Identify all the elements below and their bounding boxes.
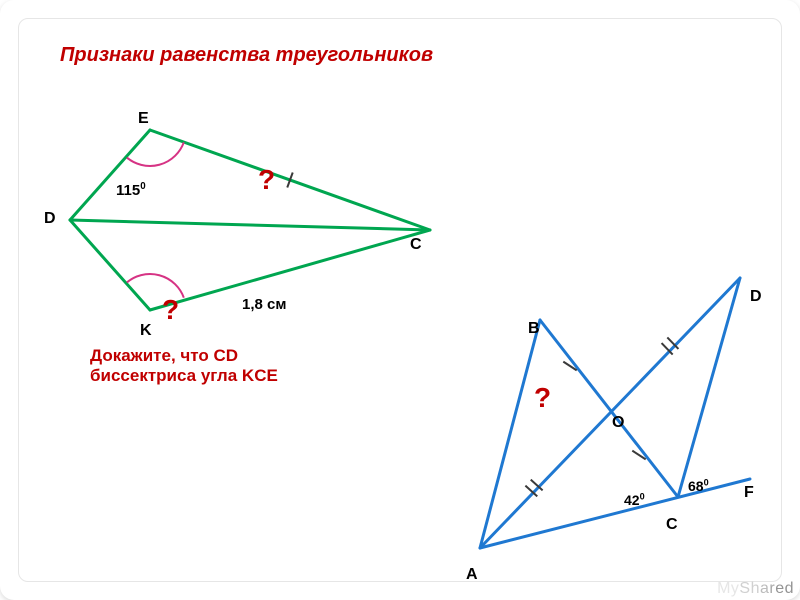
fig1-question-top: ?: [258, 164, 275, 196]
fig1-label-d: D: [44, 210, 56, 228]
fig1-side-kc: 1,8 см: [242, 296, 286, 313]
fig2-label-d: D: [750, 288, 762, 306]
watermark: MyShared: [717, 580, 794, 598]
slide: Признаки равенства треугольников D E С K…: [0, 0, 800, 600]
fig1-label-k: K: [140, 322, 152, 340]
figure-2: [410, 270, 770, 570]
fig2-label-a: A: [466, 566, 478, 584]
fig2-angle-42: 420: [624, 492, 645, 508]
fig1-question-bottom: ?: [162, 294, 179, 326]
fig1-label-c: С: [410, 236, 422, 254]
fig2-label-f: F: [744, 484, 754, 502]
fig1-angle-115: 1150: [116, 182, 146, 199]
fig2-label-o: О: [612, 414, 624, 432]
slide-title: Признаки равенства треугольников: [60, 44, 433, 67]
fig1-label-e: E: [138, 110, 149, 128]
fig2-label-c: С: [666, 516, 678, 534]
fig2-label-b: В: [528, 320, 540, 338]
prove-caption: Докажите, что СDбиссектриса угла KСE: [90, 346, 278, 386]
fig2-angle-68: 680: [688, 478, 709, 494]
fig2-question: ?: [534, 382, 551, 414]
